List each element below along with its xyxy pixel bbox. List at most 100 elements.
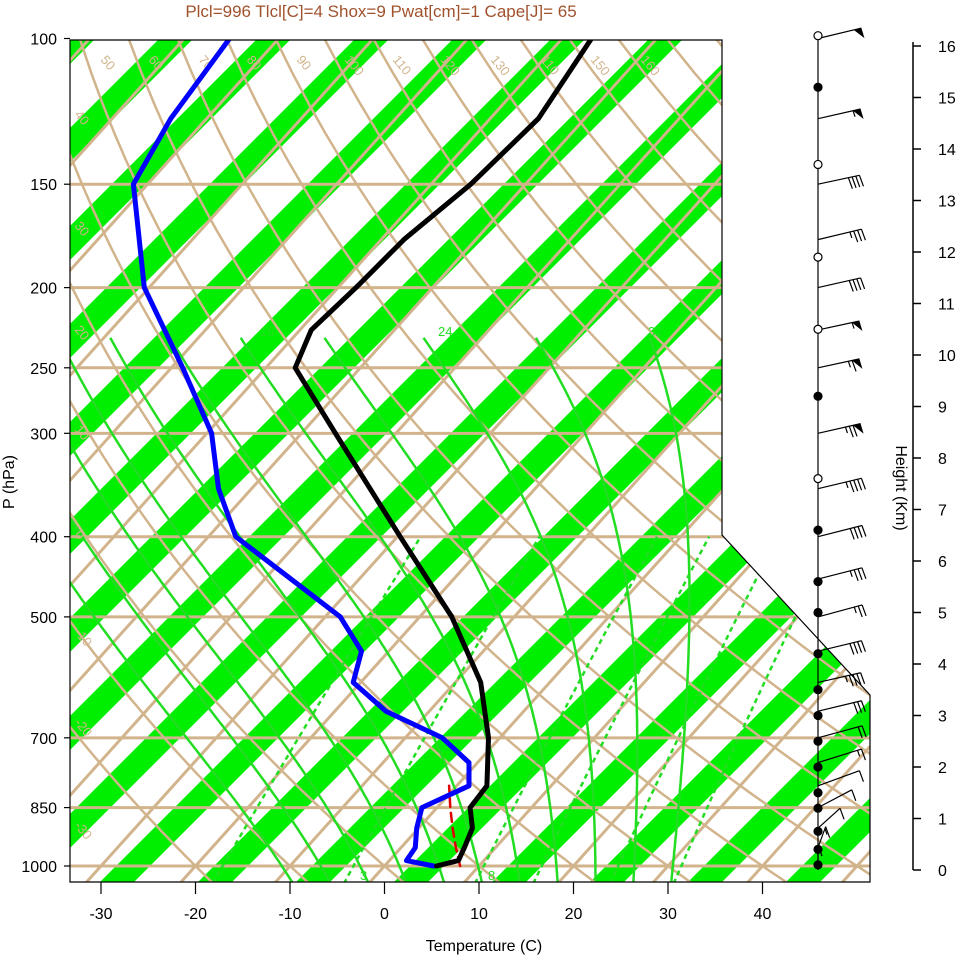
p-tick-label: 500	[30, 610, 57, 627]
mixing-ratio-lines	[211, 536, 836, 882]
isopleth-label: 3	[360, 868, 367, 883]
p-tick-label: 700	[30, 731, 57, 748]
wind-barbs	[813, 27, 867, 870]
dry-adiabat	[176, 40, 870, 882]
wind-barb	[817, 320, 863, 332]
x-tick-label: -10	[278, 906, 301, 923]
height-tick-label: 1	[938, 812, 947, 829]
isotherm-line	[70, 40, 220, 882]
wind-barb	[817, 807, 845, 829]
x-tick-label: 10	[470, 906, 488, 923]
station-height-marker	[813, 649, 823, 659]
height-tick-label: 0	[938, 863, 947, 880]
moist-adiabat	[70, 337, 295, 882]
isotherm-line	[936, 1, 961, 884]
moist-adiabat	[323, 337, 559, 882]
station-height-marker	[813, 607, 823, 618]
sounding-profiles	[130, 40, 594, 869]
wind-barb	[817, 640, 866, 655]
dry-adiabat	[70, 40, 598, 882]
isopleth-label: 24	[438, 324, 452, 339]
moist-adiabat	[70, 337, 408, 882]
isopleth-label: 20	[744, 538, 765, 559]
moisture-band	[70, 40, 870, 882]
moist-adiabats	[70, 337, 691, 882]
moist-adiabat	[648, 337, 691, 882]
dry-adiabat	[127, 40, 870, 882]
station-height-marker	[813, 391, 823, 401]
wind-barb	[817, 672, 866, 687]
height-tick-label: 8	[938, 451, 947, 468]
p-tick-label: 1000	[21, 859, 57, 876]
station-height-marker	[813, 324, 823, 334]
isotherm-line	[70, 40, 314, 882]
height-tick-label: 9	[938, 400, 947, 417]
isotherm-line	[0, 1, 29, 884]
x-tick-label: 0	[380, 906, 389, 923]
height-tick-label: 13	[938, 194, 956, 211]
wind-barb	[817, 604, 867, 618]
moisture-band	[472, 40, 870, 882]
isopleth-label: 0	[722, 341, 738, 357]
x-tick-label: 40	[754, 906, 772, 923]
wind-barb	[817, 174, 865, 189]
x-tick-label: -20	[184, 906, 207, 923]
isopleth-label: 130	[488, 52, 513, 78]
dry-adiabat	[225, 40, 870, 882]
height-tick-label: 3	[938, 709, 947, 726]
dry-adiabat	[70, 40, 311, 882]
wind-barb	[817, 423, 864, 438]
wind-barb	[817, 700, 866, 714]
station-height-marker	[813, 788, 823, 798]
station-height-marker	[813, 736, 823, 746]
station-height-marker	[813, 685, 823, 695]
height-tick-label: 2	[938, 760, 947, 777]
station-height-marker	[813, 252, 823, 262]
isotherm-line	[70, 40, 692, 882]
dry-adiabat	[70, 40, 215, 882]
wind-barb	[817, 477, 866, 493]
isopleth-label: 30	[792, 593, 813, 614]
station-height-marker	[813, 826, 823, 836]
isotherm-line	[273, 40, 870, 882]
isotherm-line	[651, 40, 870, 882]
isotherm-line	[556, 40, 870, 882]
height-tick-label: 6	[938, 554, 947, 571]
dewpoint-line	[130, 40, 472, 869]
isotherm-line	[70, 40, 409, 882]
moist-adiabat	[422, 337, 597, 882]
wind-barb	[817, 358, 863, 372]
wind-barb	[817, 789, 857, 809]
moist-adiabat	[534, 337, 639, 882]
isopleth-label: 32	[648, 324, 662, 339]
moisture-band	[374, 40, 870, 882]
p-tick-label: 250	[30, 361, 57, 378]
temperature-line	[292, 40, 594, 869]
chart-title: Plcl=996 Tlcl[C]=4 Shox=9 Pwat[cm]=1 Cap…	[185, 2, 576, 21]
moisture-band	[178, 40, 870, 882]
dry-adiabat	[421, 40, 870, 882]
height-tick-label: 5	[938, 606, 947, 623]
moist-adiabat	[239, 337, 522, 882]
height-tick-label: 11	[938, 297, 955, 314]
wind-barb	[817, 524, 867, 540]
p-tick-label: 400	[30, 530, 57, 547]
p-tick-label: 300	[30, 426, 57, 443]
station-height-marker	[813, 474, 823, 484]
x-axis-label: Temperature (C)	[426, 938, 542, 955]
isopleth-label: 50	[98, 52, 119, 73]
isopleth-label: 16	[260, 324, 274, 339]
isotherm-line	[70, 40, 598, 882]
isotherm-line	[70, 40, 503, 882]
p-tick-label: 100	[30, 32, 57, 49]
station-height-marker	[813, 82, 823, 92]
plot-frame	[69, 39, 871, 883]
moisture-band	[70, 40, 722, 882]
height-tick-label: 10	[938, 348, 956, 365]
wind-barb	[817, 770, 865, 787]
mixing-ratio-line	[532, 536, 711, 882]
moisture-band	[70, 40, 330, 882]
station-height-marker	[813, 710, 823, 721]
height-tick-label: 16	[938, 39, 956, 56]
p-tick-label: 200	[30, 281, 57, 298]
